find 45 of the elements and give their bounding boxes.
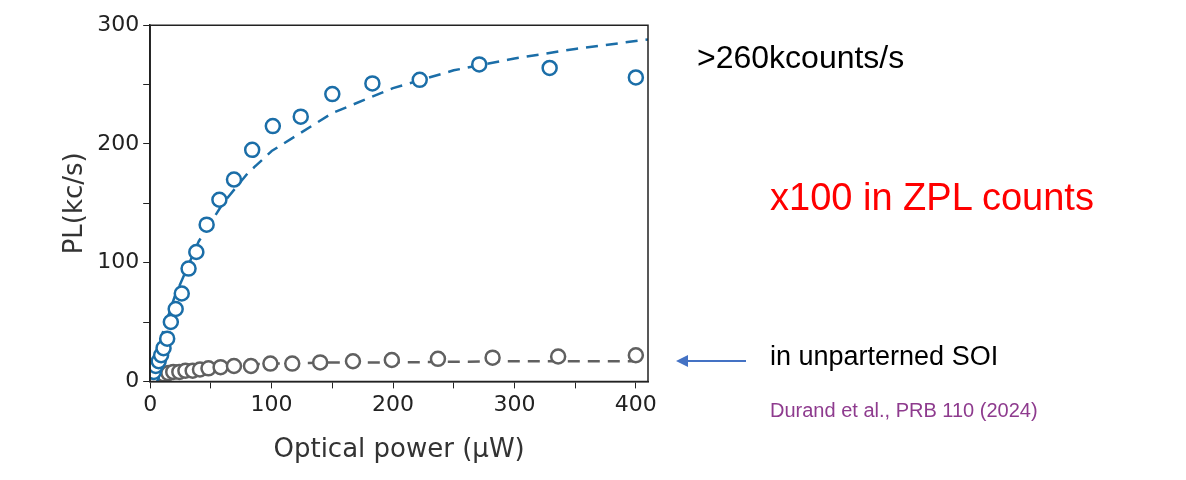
- text: x100 in ZPL counts: [770, 176, 1094, 219]
- y-tick-label: 100: [97, 248, 140, 274]
- y-axis-title: PL(kc/s): [58, 152, 89, 255]
- point: [541, 59, 558, 77]
- point: [429, 350, 447, 368]
- point: [383, 351, 401, 369]
- y-tick-label: 200: [97, 129, 140, 155]
- point: [242, 357, 260, 375]
- x-tick-label: 200: [372, 391, 415, 417]
- point: [225, 171, 243, 188]
- point: [180, 260, 197, 277]
- point: [188, 243, 205, 261]
- point: [549, 348, 567, 365]
- point: [167, 300, 184, 318]
- point: [324, 85, 341, 103]
- y-tick-label: 300: [97, 10, 140, 36]
- point: [212, 358, 229, 376]
- text: >260kcounts/s: [697, 39, 905, 76]
- point: [211, 191, 228, 208]
- point: [158, 330, 176, 347]
- point: [284, 355, 301, 372]
- text: Durand et al., PRB 110 (2024): [770, 399, 1038, 422]
- point: [262, 355, 279, 372]
- x-tick-label: 300: [493, 391, 536, 417]
- point: [225, 357, 243, 375]
- y-tick-label: 0: [125, 367, 140, 393]
- text: in unparterned SOI: [770, 341, 999, 372]
- point: [344, 352, 362, 370]
- x-tick-label: 0: [143, 391, 158, 417]
- point: [243, 141, 261, 159]
- x-axis-title: Optical power (μW): [273, 433, 525, 464]
- point: [484, 349, 501, 366]
- point: [292, 108, 309, 125]
- point: [162, 313, 180, 331]
- x-tick-label: 100: [250, 391, 293, 417]
- point: [470, 56, 488, 73]
- point: [311, 354, 329, 371]
- point: [627, 347, 645, 364]
- point: [627, 69, 645, 86]
- point: [411, 71, 428, 89]
- point: [264, 117, 282, 135]
- point: [364, 75, 381, 92]
- point: [198, 216, 215, 233]
- point: [173, 285, 191, 302]
- x-tick-label: 400: [614, 391, 657, 417]
